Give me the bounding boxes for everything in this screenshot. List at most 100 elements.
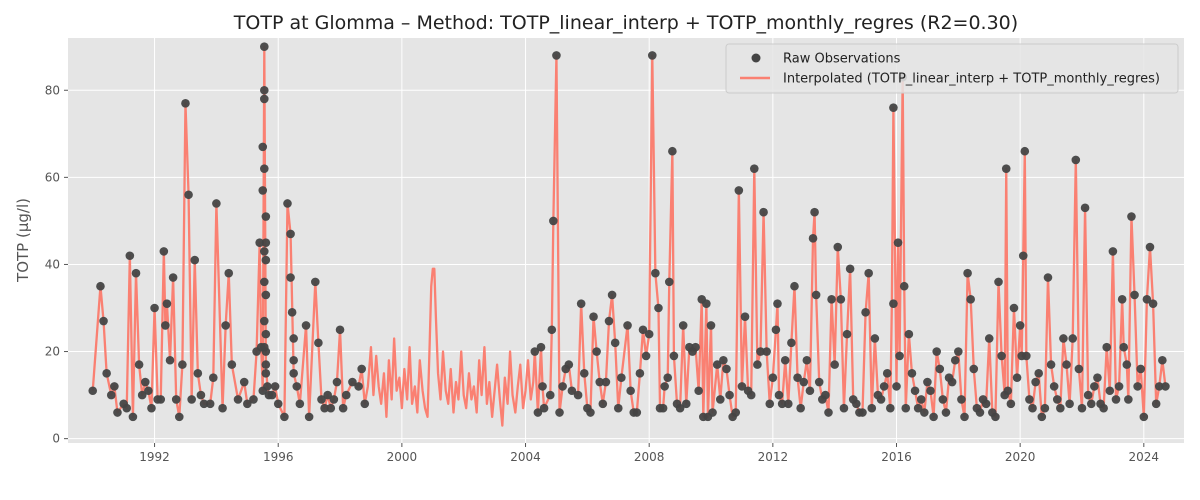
raw-observation-point <box>1111 395 1121 404</box>
raw-observation-point <box>938 395 948 404</box>
raw-observation-point <box>722 364 731 374</box>
raw-observation-point <box>749 164 759 173</box>
raw-observation-point <box>193 369 203 378</box>
raw-observation-point <box>178 360 187 369</box>
raw-observation-point <box>975 408 985 417</box>
raw-observation-point <box>311 277 320 287</box>
raw-observation-point <box>547 325 557 335</box>
raw-observation-point <box>592 347 601 356</box>
raw-observation-point <box>1119 342 1129 352</box>
raw-observation-point <box>196 390 206 400</box>
raw-observation-point <box>1003 386 1013 396</box>
raw-observation-point <box>1065 399 1074 409</box>
raw-observation-point <box>260 85 269 95</box>
raw-observation-point <box>1025 395 1034 404</box>
raw-observation-point <box>260 94 269 104</box>
raw-observation-point <box>950 355 960 365</box>
y-tick-label: 20 <box>45 345 60 359</box>
raw-observation-point <box>664 277 674 287</box>
raw-observation-point <box>623 321 632 330</box>
raw-observation-point <box>660 382 669 391</box>
raw-observation-point <box>836 294 846 304</box>
x-tick-label: 2012 <box>758 450 789 464</box>
raw-observation-point <box>295 399 305 409</box>
raw-observation-point <box>538 382 547 391</box>
raw-observation-point <box>233 395 243 404</box>
raw-observation-point <box>249 395 258 404</box>
raw-observation-point <box>260 277 269 287</box>
raw-observation-point <box>870 334 880 343</box>
raw-observation-point <box>218 403 227 413</box>
raw-observation-point <box>1133 382 1142 391</box>
raw-observation-point <box>960 412 969 422</box>
raw-observation-point <box>910 386 920 396</box>
raw-observation-point <box>258 186 268 195</box>
raw-observation-point <box>920 408 929 417</box>
raw-observation-point <box>326 403 336 413</box>
raw-observation-point <box>793 373 802 382</box>
raw-observation-point <box>1018 251 1028 261</box>
raw-observation-point <box>162 299 172 308</box>
raw-observation-point <box>963 268 972 278</box>
raw-observation-point <box>159 247 169 256</box>
raw-observation-point <box>746 390 756 400</box>
raw-observation-point <box>338 403 348 413</box>
raw-observation-point <box>128 412 138 422</box>
raw-observation-point <box>984 334 994 343</box>
raw-observation-point <box>1122 360 1132 369</box>
raw-observation-point <box>991 412 1000 422</box>
raw-observation-point <box>1161 382 1170 391</box>
raw-observation-point <box>947 377 957 387</box>
raw-observation-point <box>1031 377 1040 387</box>
raw-observation-point <box>893 238 903 247</box>
raw-observation-point <box>895 351 904 361</box>
raw-observation-point <box>576 299 586 308</box>
raw-observation-point <box>814 377 824 387</box>
y-tick-label: 0 <box>52 432 60 446</box>
raw-observation-point <box>1071 155 1081 165</box>
raw-observation-point <box>335 325 345 335</box>
raw-observation-point <box>658 403 668 413</box>
raw-observation-point <box>1139 412 1149 422</box>
raw-observation-point <box>669 351 679 361</box>
raw-observation-point <box>604 316 614 326</box>
raw-observation-point <box>753 360 762 369</box>
chart-title: TOTP at Glomma – Method: TOTP_linear_int… <box>233 12 1018 34</box>
raw-observation-point <box>1093 373 1102 382</box>
raw-observation-point <box>1083 390 1093 400</box>
raw-observation-point <box>715 395 725 404</box>
raw-observation-point <box>110 382 119 391</box>
raw-observation-point <box>901 403 911 413</box>
raw-observation-point <box>756 347 765 356</box>
raw-observation-point <box>907 369 917 378</box>
raw-observation-point <box>549 216 558 226</box>
raw-observation-point <box>916 395 926 404</box>
raw-observation-point <box>341 390 351 400</box>
raw-observation-point <box>263 382 272 391</box>
raw-observation-point <box>802 355 812 365</box>
raw-observation-point <box>239 377 249 387</box>
raw-observation-point <box>1077 403 1087 413</box>
raw-observation-point <box>1124 395 1133 404</box>
raw-observation-point <box>882 369 892 378</box>
raw-observation-point <box>740 312 750 322</box>
raw-observation-point <box>147 403 156 413</box>
raw-observation-point <box>1037 412 1047 422</box>
x-tick-label: 2020 <box>1005 450 1036 464</box>
raw-observation-point <box>821 390 830 400</box>
raw-observation-point <box>762 347 771 356</box>
raw-observation-point <box>1022 351 1031 361</box>
raw-observation-point <box>171 395 181 404</box>
raw-observation-point <box>876 395 886 404</box>
raw-observation-point <box>969 364 979 374</box>
raw-observation-point <box>261 212 271 221</box>
y-axis-title: TOTP (µg/l) <box>14 198 32 283</box>
raw-observation-point <box>536 342 546 352</box>
raw-observation-point <box>932 347 941 356</box>
raw-observation-point <box>632 408 642 417</box>
raw-observation-point <box>1130 290 1139 300</box>
raw-observation-point <box>734 186 744 195</box>
raw-observation-point <box>654 303 663 313</box>
raw-observation-point <box>289 334 298 343</box>
